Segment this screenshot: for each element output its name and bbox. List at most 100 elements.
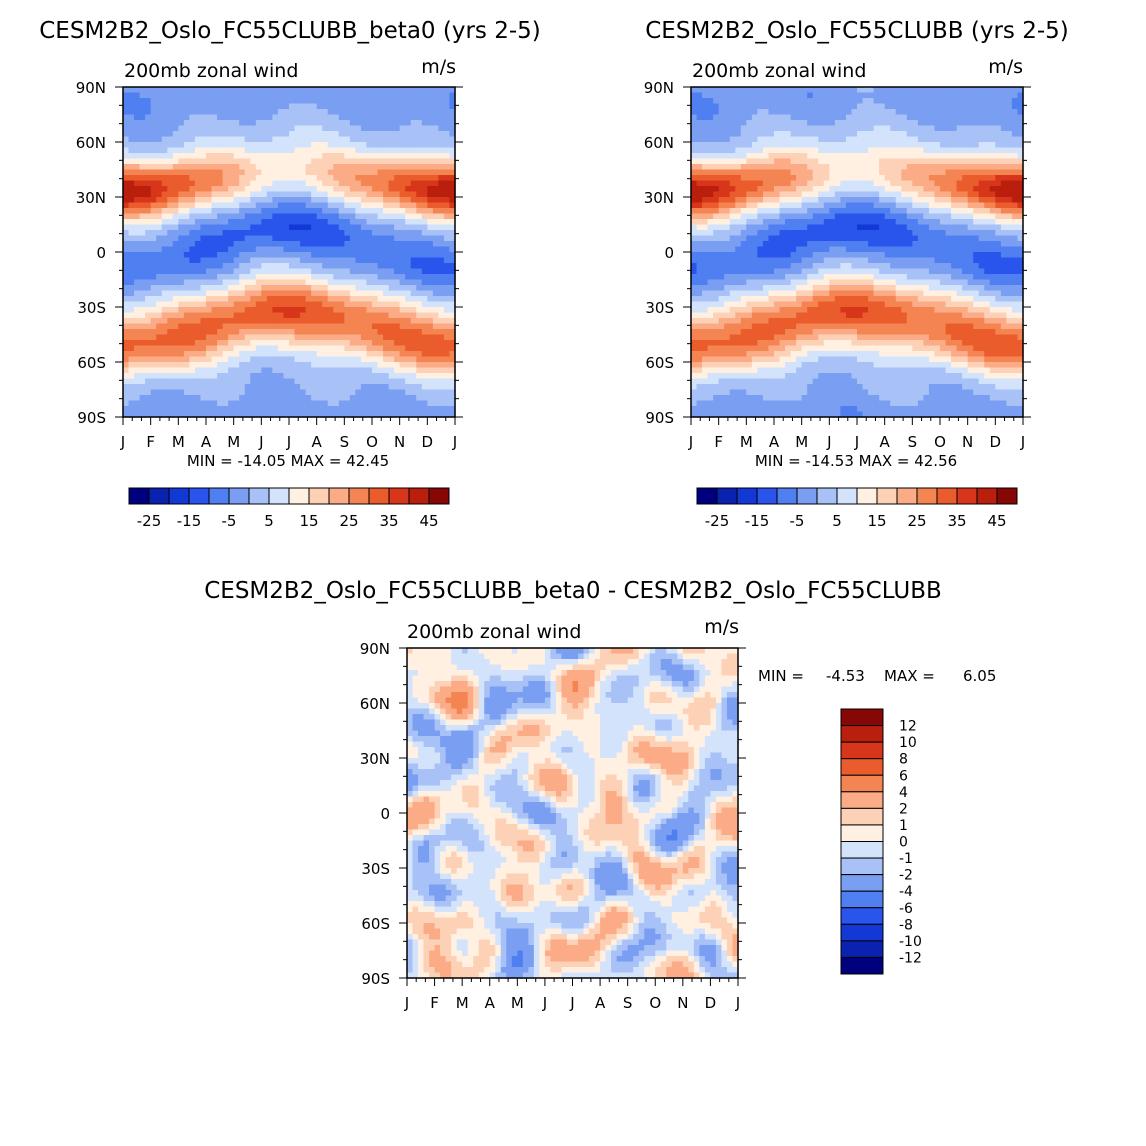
contour-cell: [779, 186, 786, 193]
contour-cell: [917, 125, 924, 132]
contour-cell: [432, 411, 439, 418]
contour-cell: [250, 268, 257, 275]
contour-cell: [801, 175, 808, 182]
contour-cell: [123, 208, 130, 215]
contour-cell: [713, 125, 720, 132]
contour-cell: [250, 395, 257, 402]
contour-cell: [305, 169, 312, 176]
contour-cell: [388, 296, 395, 303]
contour-cell: [410, 164, 417, 171]
contour-cell: [183, 98, 190, 105]
contour-cell: [917, 92, 924, 99]
contour-cell: [250, 109, 257, 116]
contour-cell: [895, 136, 902, 143]
contour-cell: [851, 120, 858, 127]
contour-cell: [156, 307, 163, 314]
contour-cell: [834, 153, 841, 160]
contour-cell: [1017, 125, 1024, 132]
contour-cell: [405, 268, 412, 275]
contour-cell: [250, 373, 257, 380]
contour-cell: [845, 109, 853, 116]
contour-cell: [962, 136, 969, 143]
contour-cell: [277, 175, 285, 182]
contour-cell: [443, 279, 451, 286]
contour-cell: [940, 142, 947, 149]
contour-cell: [951, 125, 958, 132]
contour-cell: [206, 147, 213, 154]
contour-cell: [443, 246, 451, 253]
contour-cell: [377, 389, 384, 396]
contour-cell: [973, 197, 980, 204]
contour-cell: [161, 356, 168, 363]
contour-cell: [360, 175, 368, 182]
contour-cell: [449, 318, 456, 325]
contour-cell: [316, 241, 323, 248]
contour-cell: [995, 153, 1002, 160]
contour-cell: [283, 92, 290, 99]
contour-cell: [300, 191, 307, 198]
contour-cell: [266, 384, 273, 391]
contour-cell: [322, 307, 329, 314]
contour-cell: [244, 158, 251, 165]
contour-cell: [338, 279, 345, 286]
contour-cell: [410, 400, 417, 407]
contour-cell: [372, 362, 379, 369]
contour-cell: [145, 340, 152, 347]
contour-cell: [438, 202, 445, 209]
contour-cell: [261, 384, 268, 391]
contour-cell: [211, 307, 218, 314]
contour-cell: [845, 103, 853, 110]
contour-cell: [200, 208, 207, 215]
contour-cell: [178, 98, 185, 105]
contour-cell: [266, 241, 273, 248]
contour-cell: [161, 125, 168, 132]
contour-cell: [261, 268, 268, 275]
contour-cell: [150, 400, 157, 407]
contour-cell: [360, 202, 368, 209]
contour-cell: [250, 153, 257, 160]
contour-cell: [123, 180, 130, 187]
contour-cell: [1011, 158, 1019, 165]
contour-cell: [696, 169, 703, 176]
contour-cell: [255, 351, 262, 358]
contour-cell: [432, 373, 439, 380]
contour-cell: [383, 400, 390, 407]
contour-cell: [150, 362, 157, 369]
contour-cell: [333, 351, 340, 358]
contour-cell: [250, 406, 257, 413]
contour-cell: [156, 334, 163, 341]
contour-cell: [266, 378, 273, 385]
contour-cell: [427, 180, 434, 187]
contour-cell: [360, 378, 368, 385]
contour-cell: [244, 400, 251, 407]
contour-cell: [956, 87, 963, 94]
contour-cell: [840, 158, 847, 165]
contour-cell: [917, 169, 924, 176]
contour-cell: [123, 268, 130, 275]
contour-cell: [449, 230, 456, 237]
contour-cell: [366, 87, 373, 94]
contour-cell: [978, 103, 985, 110]
contour-cell: [884, 191, 891, 198]
contour-cell: [134, 153, 141, 160]
contour-cell: [360, 208, 368, 215]
contour-cell: [289, 279, 296, 286]
contour-cell: [901, 147, 908, 154]
contour-cell: [145, 334, 152, 341]
contour-cell: [851, 191, 858, 198]
contour-cell: [410, 197, 417, 204]
contour-cell: [416, 307, 423, 314]
contour-cell: [438, 340, 445, 347]
contour-cell: [338, 109, 345, 116]
contour-cell: [344, 411, 351, 418]
contour-cell: [984, 180, 991, 187]
contour-cell: [388, 186, 395, 193]
contour-cell: [145, 213, 152, 220]
contour-cell: [344, 153, 351, 160]
contour-cell: [333, 263, 340, 270]
contour-cell: [928, 197, 936, 204]
contour-cell: [178, 356, 185, 363]
contour-cell: [255, 307, 262, 314]
contour-cell: [427, 197, 434, 204]
contour-cell: [421, 351, 428, 358]
